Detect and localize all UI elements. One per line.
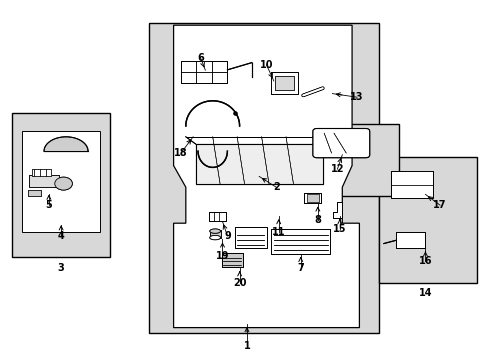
Bar	[275, 76, 294, 90]
Text: 12: 12	[330, 164, 344, 174]
Bar	[378, 157, 476, 283]
Ellipse shape	[209, 229, 220, 233]
Text: 17: 17	[432, 200, 446, 210]
Text: 8: 8	[314, 215, 321, 225]
Text: 5: 5	[45, 200, 52, 210]
Text: 2: 2	[272, 182, 279, 192]
Bar	[300, 124, 398, 196]
Polygon shape	[173, 25, 359, 328]
Text: 16: 16	[418, 256, 431, 266]
Bar	[275, 76, 294, 90]
Bar	[32, 169, 51, 176]
Bar	[29, 175, 59, 187]
Text: 15: 15	[332, 224, 346, 234]
Text: 14: 14	[418, 288, 431, 298]
Text: 3: 3	[58, 263, 64, 273]
Bar	[390, 171, 432, 198]
Bar	[181, 61, 227, 83]
Bar	[395, 232, 425, 248]
Bar	[209, 212, 226, 221]
Ellipse shape	[209, 235, 220, 240]
FancyBboxPatch shape	[312, 129, 369, 158]
Polygon shape	[195, 144, 322, 184]
Ellipse shape	[209, 235, 220, 240]
Bar	[28, 190, 41, 196]
Bar	[395, 232, 425, 248]
Text: 9: 9	[224, 231, 230, 241]
Bar	[209, 230, 220, 238]
Text: 18: 18	[174, 148, 187, 158]
Bar	[234, 227, 266, 248]
Bar	[221, 253, 243, 267]
Polygon shape	[332, 202, 342, 218]
Bar	[271, 229, 329, 254]
Bar	[271, 72, 298, 94]
Bar	[181, 61, 227, 83]
Bar	[306, 194, 318, 202]
Bar	[304, 193, 321, 203]
Circle shape	[55, 177, 72, 190]
Text: 11: 11	[271, 227, 285, 237]
Text: 13: 13	[349, 92, 363, 102]
Bar	[12, 113, 110, 257]
Text: 20: 20	[232, 278, 246, 288]
Ellipse shape	[209, 229, 220, 233]
Text: 1: 1	[243, 341, 250, 351]
Bar	[32, 169, 51, 176]
Bar	[22, 131, 100, 232]
Text: 4: 4	[58, 231, 64, 241]
Bar	[304, 193, 321, 203]
Bar	[390, 171, 432, 198]
Bar	[306, 194, 318, 202]
Polygon shape	[195, 144, 322, 184]
Bar	[271, 229, 329, 254]
Bar	[271, 72, 298, 94]
Text: 6: 6	[197, 53, 203, 63]
Bar	[221, 253, 243, 267]
Circle shape	[55, 177, 72, 190]
Bar	[28, 190, 41, 196]
Bar	[209, 230, 220, 238]
Text: 7: 7	[297, 263, 304, 273]
Text: 19: 19	[215, 251, 229, 261]
Bar	[209, 212, 226, 221]
FancyBboxPatch shape	[312, 129, 369, 158]
Bar	[29, 175, 59, 187]
Bar	[234, 227, 266, 248]
Text: 10: 10	[259, 60, 273, 70]
Bar	[149, 23, 378, 333]
Polygon shape	[332, 202, 342, 218]
